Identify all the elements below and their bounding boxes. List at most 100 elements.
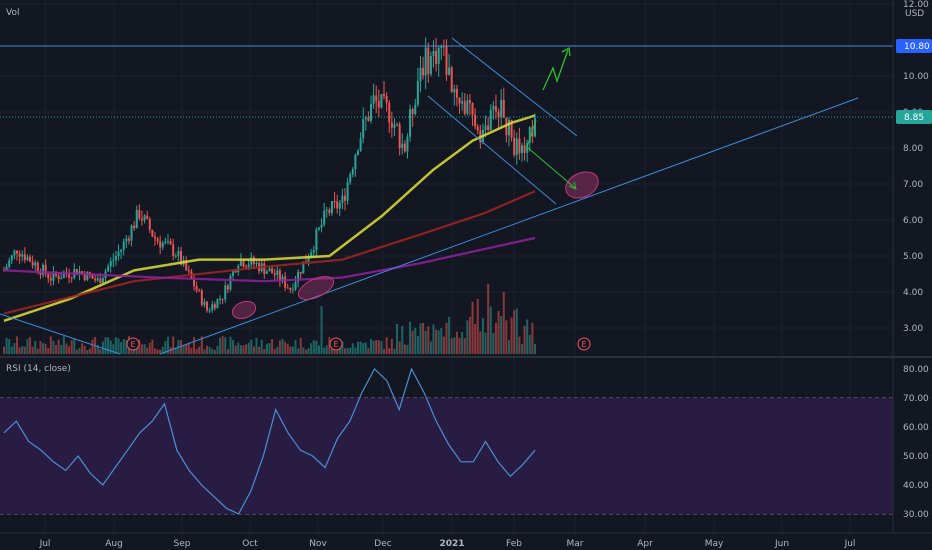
- volume-bar: [343, 348, 346, 354]
- volume-bar: [453, 337, 456, 354]
- candle-body: [372, 95, 375, 105]
- volume-bar: [286, 343, 289, 354]
- candle-body: [328, 209, 331, 214]
- candle-body: [42, 264, 45, 275]
- candle-body: [375, 95, 378, 101]
- volume-bar: [185, 344, 188, 354]
- volume-bar: [346, 347, 349, 354]
- candle-body: [310, 252, 313, 258]
- volume-bar: [120, 342, 123, 354]
- candle-body: [229, 275, 232, 290]
- time-axis[interactable]: Jul Aug Sep Oct Nov Dec 2021 Feb Mar Apr May Jun Jul: [39, 539, 856, 549]
- candle-body: [127, 238, 130, 241]
- candle-body: [120, 249, 123, 252]
- candle-body: [195, 286, 198, 291]
- volume-bar: [221, 336, 224, 354]
- earnings-marker[interactable]: E: [329, 337, 343, 351]
- descending-trendline-left[interactable]: [0, 313, 121, 355]
- candle-body: [349, 174, 352, 183]
- earnings-marker[interactable]: E: [126, 337, 140, 351]
- candle-body: [468, 100, 471, 104]
- rsi-axis-tick: 70.00: [903, 394, 929, 404]
- candle-body: [398, 124, 401, 148]
- volume-bar: [440, 328, 443, 354]
- candle-body: [320, 224, 323, 228]
- moving-average-line[interactable]: [3, 114, 536, 322]
- volume-bar: [507, 340, 510, 354]
- volume-bar: [219, 337, 222, 354]
- volume-bar: [153, 348, 156, 354]
- volume-bar: [276, 346, 279, 354]
- candle-body: [330, 201, 333, 214]
- earnings-marker[interactable]: E: [577, 337, 591, 351]
- candle-body: [455, 88, 458, 98]
- target-highlight[interactable]: [562, 167, 603, 203]
- volume-bar: [42, 343, 45, 354]
- candle-body: [377, 100, 380, 108]
- candle-body: [354, 154, 357, 169]
- volume-bar: [445, 322, 448, 354]
- candle-body: [416, 81, 419, 105]
- candle-body: [523, 145, 526, 153]
- candle-body: [99, 278, 102, 283]
- earnings-marker-label: E: [333, 340, 338, 349]
- candle-body: [8, 260, 11, 267]
- candle-body: [396, 124, 399, 126]
- bearish-arrow-head: [568, 181, 577, 190]
- candle-body: [250, 257, 253, 265]
- candle-body: [336, 201, 339, 209]
- volume-bar: [75, 349, 78, 354]
- support-highlight-2[interactable]: [295, 272, 337, 304]
- support-highlight-1[interactable]: [230, 298, 258, 321]
- volume-bar: [18, 347, 21, 354]
- candle-body: [299, 271, 302, 274]
- candle-body: [221, 298, 224, 300]
- candle-body: [276, 270, 279, 275]
- earnings-markers[interactable]: E E E: [126, 337, 591, 351]
- rsi-series-line[interactable]: [3, 367, 536, 515]
- bullish-arrow-line[interactable]: [542, 49, 569, 91]
- volume-bar: [250, 339, 253, 354]
- time-axis-tick: Apr: [637, 539, 653, 549]
- candle-body: [367, 117, 370, 121]
- price-axis-tick: 6.00: [903, 216, 923, 226]
- candle-body: [255, 262, 258, 264]
- candle-body: [96, 278, 99, 281]
- bearish-arrow-stem: [526, 119, 537, 148]
- candle-body: [403, 143, 406, 152]
- channel-lower-line[interactable]: [427, 95, 557, 205]
- candle-body: [515, 138, 518, 155]
- volume-bar: [226, 349, 229, 354]
- candle-body: [161, 242, 164, 248]
- candle-body: [75, 269, 78, 275]
- volume-bar: [164, 341, 167, 354]
- volume-bar: [409, 321, 412, 354]
- volume-bar: [31, 346, 34, 354]
- time-axis-tick: Nov: [309, 539, 327, 549]
- price-axis-tick: 10.00: [903, 72, 929, 82]
- candle-body: [450, 67, 453, 93]
- volume-bar: [531, 322, 534, 354]
- volume-bar: [526, 319, 529, 354]
- volume-bar: [195, 348, 198, 354]
- rsi-pane-title: RSI (14, close): [6, 364, 71, 374]
- candle-body: [424, 47, 427, 76]
- channel-upper-line[interactable]: [451, 37, 578, 137]
- bearish-arrow-line[interactable]: [526, 146, 576, 189]
- candle-body: [151, 229, 154, 237]
- candle-body: [245, 266, 248, 268]
- volume-bar: [437, 330, 440, 354]
- time-axis-tick: Aug: [105, 539, 123, 549]
- volume-bar: [325, 345, 328, 354]
- volume-bar: [302, 347, 305, 354]
- rsi-axis[interactable]: 80.00 70.00 60.00 50.00 40.00 30.00: [903, 365, 929, 520]
- volume-bar: [432, 324, 435, 354]
- moving-average-line[interactable]: [3, 190, 536, 315]
- ascending-trendline[interactable]: [159, 97, 859, 355]
- moving-average-line[interactable]: [3, 236, 536, 283]
- volume-bar: [114, 337, 117, 354]
- candle-body: [351, 168, 354, 175]
- rsi-line: [3, 367, 536, 515]
- time-axis-tick: Mar: [567, 539, 584, 549]
